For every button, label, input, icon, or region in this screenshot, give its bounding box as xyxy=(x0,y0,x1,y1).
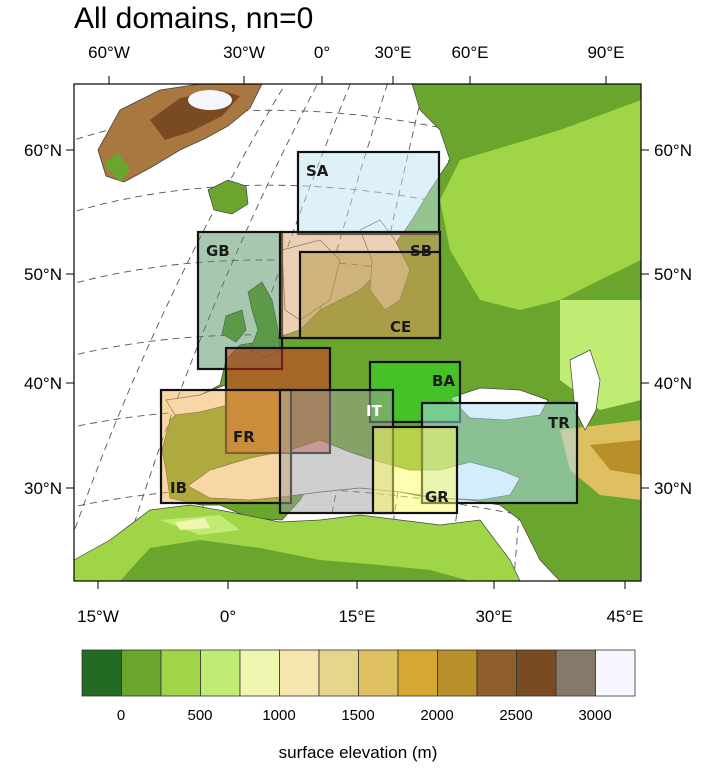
colorbar-swatch xyxy=(239,649,280,697)
domain-label-fr: FR xyxy=(233,428,255,446)
domain-boxes xyxy=(159,150,579,515)
colorbar-swatch xyxy=(476,649,517,697)
colorbar-swatch xyxy=(318,649,359,697)
domain-gr xyxy=(371,425,459,515)
domain-ce xyxy=(298,250,442,340)
domain-label-it: IT xyxy=(366,402,383,420)
lat-label-left: 30°N xyxy=(24,479,62,498)
colorbar-swatch xyxy=(200,649,241,697)
domain-label-ce: CE xyxy=(390,318,411,336)
lon-label-top: 90°E xyxy=(587,43,624,62)
lat-label-right: 40°N xyxy=(654,374,692,393)
domain-ib xyxy=(159,388,293,505)
lon-label-bottom: 45°E xyxy=(606,607,643,626)
lon-label-bottom: 0° xyxy=(220,607,236,626)
domain-label-ib: IB xyxy=(170,479,187,497)
domain-gb xyxy=(196,230,284,371)
domain-label-gr: GR xyxy=(425,488,449,506)
colorbar-title: surface elevation (m) xyxy=(278,743,438,762)
colorbar-swatch xyxy=(437,649,478,697)
domain-label-tr: TR xyxy=(548,414,570,432)
domain-label-ba: BA xyxy=(432,372,455,390)
lon-label-top: 30°W xyxy=(223,43,265,62)
colorbar-label: 0 xyxy=(116,707,126,724)
lon-label-top: 30°E xyxy=(374,43,411,62)
lat-label-right: 50°N xyxy=(654,265,692,284)
domain-label-sa: SA xyxy=(306,162,329,180)
colorbar-label: 1500 xyxy=(341,707,375,724)
lat-label-left: 60°N xyxy=(24,141,62,160)
colorbar xyxy=(81,649,636,697)
lat-label-left: 40°N xyxy=(24,374,62,393)
lat-label-left: 50°N xyxy=(24,265,62,284)
lat-label-right: 60°N xyxy=(654,141,692,160)
lat-labels-left: 60°N 50°N 40°N 30°N xyxy=(24,141,62,498)
colorbar-label: 500 xyxy=(187,707,213,724)
domain-label-sb: SB xyxy=(410,242,432,260)
colorbar-swatch xyxy=(81,649,122,697)
lon-label-bottom: 30°E xyxy=(475,607,512,626)
domain-labels: SA GB SB CE FR IB BA IT TR GR xyxy=(170,162,570,506)
lon-label-bottom: 15°E xyxy=(338,607,375,626)
lon-label-bottom: 15°W xyxy=(77,607,119,626)
colorbar-swatch xyxy=(595,649,636,697)
colorbar-swatch xyxy=(516,649,557,697)
domain-sa xyxy=(296,150,441,236)
bottom-ticks xyxy=(97,581,626,589)
lat-labels-right: 60°N 50°N 40°N 30°N xyxy=(654,141,692,498)
colorbar-label: 1000 xyxy=(262,707,296,724)
top-lon-labels: 60°W 30°W 0° 30°E 60°E 90°E xyxy=(88,43,624,62)
lat-label-right: 30°N xyxy=(654,479,692,498)
colorbar-swatch xyxy=(121,649,162,697)
colorbar-swatch xyxy=(358,649,399,697)
colorbar-swatch xyxy=(160,649,201,697)
map-title: All domains, nn=0 xyxy=(74,2,314,35)
lon-label-top: 60°W xyxy=(88,43,130,62)
colorbar-swatch xyxy=(397,649,438,697)
colorbar-swatch xyxy=(279,649,320,697)
colorbar-label: 3000 xyxy=(578,707,612,724)
iceland-landmass xyxy=(207,179,249,215)
domain-label-gb: GB xyxy=(206,242,230,260)
lat-ticks xyxy=(66,149,649,489)
colorbar-label: 2500 xyxy=(499,707,533,724)
bottom-lon-labels: 15°W 0° 15°E 30°E 45°E xyxy=(77,607,643,626)
lon-label-top: 0° xyxy=(314,43,330,62)
colorbar-swatch xyxy=(555,649,596,697)
colorbar-label: 2000 xyxy=(420,707,454,724)
lon-label-top: 60°E xyxy=(451,43,488,62)
top-ticks xyxy=(108,76,607,84)
